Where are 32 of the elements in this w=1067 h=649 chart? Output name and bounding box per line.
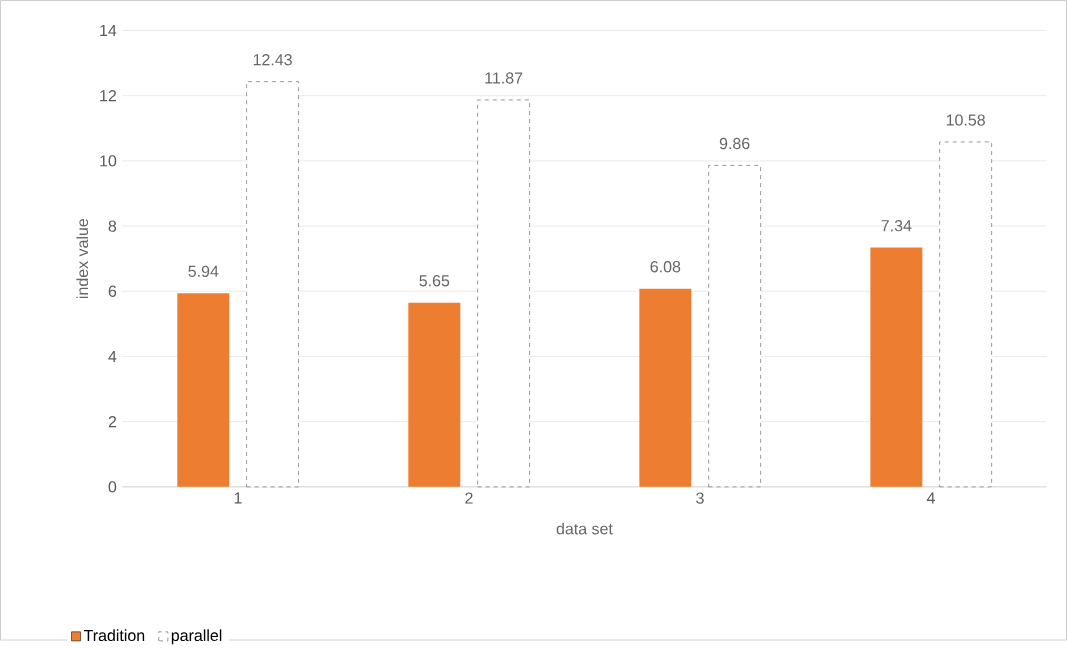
y-tick-label: 10 [100, 155, 117, 167]
bar [408, 302, 461, 487]
y-tick-label: 8 [108, 220, 117, 232]
y-tick-label: 0 [108, 481, 117, 493]
bar [246, 81, 299, 488]
bar [639, 288, 692, 487]
x-tick-label: 1 [234, 492, 242, 504]
x-tick-label: 3 [696, 492, 704, 504]
x-axis-title: data set [556, 522, 613, 535]
x-tick-label: 4 [926, 492, 935, 504]
y-tick-label: 12 [100, 90, 117, 102]
bar [939, 141, 992, 488]
data-label: 11.87 [485, 72, 523, 84]
bar [177, 293, 230, 487]
legend-label: Tradition [83, 629, 145, 642]
y-axis-title: index value [76, 219, 89, 299]
bar [870, 247, 923, 487]
y-tick-label: 6 [108, 285, 117, 298]
x-tick-label: 2 [465, 492, 473, 504]
bar [708, 165, 761, 488]
data-label: 12.43 [253, 54, 292, 66]
data-label: 6.08 [650, 261, 681, 273]
data-label: 7.34 [881, 220, 912, 232]
y-tick-label: 14 [100, 25, 117, 37]
y-tick-label: 4 [108, 351, 117, 363]
data-label: 5.94 [188, 265, 219, 278]
legend-label: parallel [171, 629, 222, 645]
data-label: 9.86 [719, 138, 750, 150]
y-tick-label: 2 [108, 416, 117, 428]
bar [477, 99, 530, 488]
data-label: 10.58 [946, 114, 985, 126]
data-label: 5.65 [419, 275, 450, 287]
